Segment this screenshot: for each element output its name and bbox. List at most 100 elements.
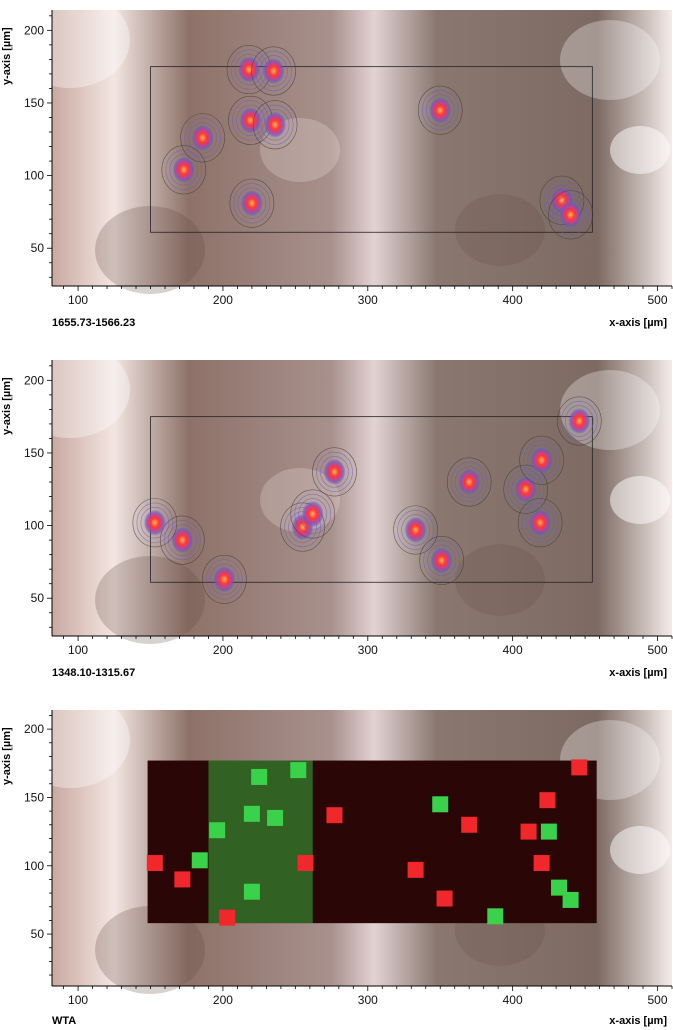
green-pixel [290, 762, 307, 779]
map-region [150, 416, 593, 583]
intensity-hotspot [301, 500, 324, 527]
contour-line [136, 502, 174, 543]
x-axis-label: x-axis [µm] [609, 667, 667, 679]
intensity-hotspot [143, 509, 166, 536]
map-region [150, 66, 593, 233]
y-tick-label: 100 [24, 169, 44, 183]
x-tick-label: 200 [213, 643, 233, 657]
contour-line [184, 117, 221, 158]
contour-line [519, 435, 564, 485]
contour-line [393, 505, 438, 555]
green-pixel [551, 879, 568, 896]
contour-line [427, 544, 456, 577]
red-pixel [174, 871, 191, 888]
chart-plot: 50 100 150 200 100 200 300 400 500 [10, 350, 673, 657]
y-tick-label: 100 [24, 859, 44, 873]
intensity-hotspot [264, 111, 287, 138]
contour-line [180, 113, 225, 163]
red-pixel [571, 759, 588, 776]
contour-line [251, 46, 296, 96]
red-pixel [436, 890, 453, 907]
red-pixel [219, 909, 236, 926]
red-pixel [520, 823, 537, 840]
contour-line [556, 199, 585, 231]
red-pixel [533, 855, 550, 872]
y-tick-label: 200 [24, 23, 44, 37]
panel-3: y-axis [µm] WTA x-axis [µm] 50 100 150 200 1… [0, 700, 673, 1030]
green-pixel [243, 805, 260, 822]
y-tick-label: 50 [31, 241, 45, 255]
green-pixel [267, 809, 284, 826]
red-pixel [461, 816, 478, 833]
intensity-hotspot [240, 190, 263, 217]
contour-line [517, 498, 563, 548]
contour-line [294, 493, 332, 535]
green-pixel [487, 908, 504, 925]
contour-line [521, 502, 559, 543]
panel-1: y-axis [µm] 1655.73-1566.23 x-axis [µm] … [0, 0, 673, 330]
contour-line [525, 506, 555, 539]
x-tick-label: 500 [647, 643, 667, 657]
wta-map [147, 760, 597, 924]
intensity-hotspot [239, 107, 262, 134]
intensity-hotspot [568, 408, 591, 435]
intensity-hotspot [458, 469, 481, 496]
contour-line [132, 498, 178, 548]
intensity-hotspot [530, 447, 553, 474]
contour-line [160, 515, 205, 565]
contour-line [397, 509, 434, 551]
x-tick-label: 200 [213, 293, 233, 307]
contour-line [256, 104, 294, 145]
green-pixel [540, 823, 557, 840]
x-tick-label: 400 [503, 643, 523, 657]
intensity-hotspot [213, 566, 236, 593]
x-tick-label: 100 [68, 643, 88, 657]
microscope-background [52, 10, 672, 286]
contour-line [233, 183, 271, 224]
panel-caption: WTA [52, 1015, 77, 1027]
y-tick-label: 150 [24, 96, 44, 110]
green-pixel [562, 891, 579, 908]
contour-line [140, 506, 170, 539]
contour-line [236, 104, 265, 137]
panel-caption: 1655.73-1566.23 [52, 317, 136, 329]
contour-line [202, 554, 247, 604]
x-tick-label: 500 [647, 293, 667, 307]
red-pixel [146, 855, 163, 872]
contour-line [552, 194, 589, 235]
contour-line [417, 85, 463, 135]
intensity-hotspot [191, 124, 214, 151]
x-tick-label: 100 [68, 293, 88, 307]
contour-line [564, 405, 594, 437]
contour-line [229, 178, 275, 228]
contour-line [259, 55, 288, 87]
contour-line [169, 154, 199, 186]
contour-line [539, 175, 585, 225]
green-pixel [432, 796, 449, 813]
contour-line [419, 535, 464, 585]
red-pixel [326, 807, 343, 824]
intensity-hotspot [262, 58, 285, 85]
x-tick-label: 300 [358, 643, 378, 657]
green-pixel [191, 852, 208, 869]
microscope-background [52, 360, 672, 636]
contour-line [560, 400, 598, 442]
chart-plot: 50 100 150 200 100 200 300 400 500 [10, 0, 673, 307]
y-tick-label: 100 [24, 519, 44, 533]
contour-line [503, 464, 548, 514]
contour-line [161, 145, 207, 195]
y-tick-label: 50 [31, 927, 45, 941]
green-region [208, 760, 313, 924]
intensity-hotspot [514, 476, 537, 503]
intensity-hotspot [172, 156, 195, 183]
x-tick-label: 500 [647, 993, 667, 1007]
x-tick-label: 400 [503, 993, 523, 1007]
contour-line [252, 100, 298, 150]
y-tick-label: 200 [24, 373, 44, 387]
intensity-hotspot [323, 458, 346, 485]
contour-line [421, 90, 459, 131]
contour-line [523, 440, 560, 481]
x-axis-label: x-axis [µm] [609, 1015, 667, 1027]
contour-line [316, 451, 353, 492]
